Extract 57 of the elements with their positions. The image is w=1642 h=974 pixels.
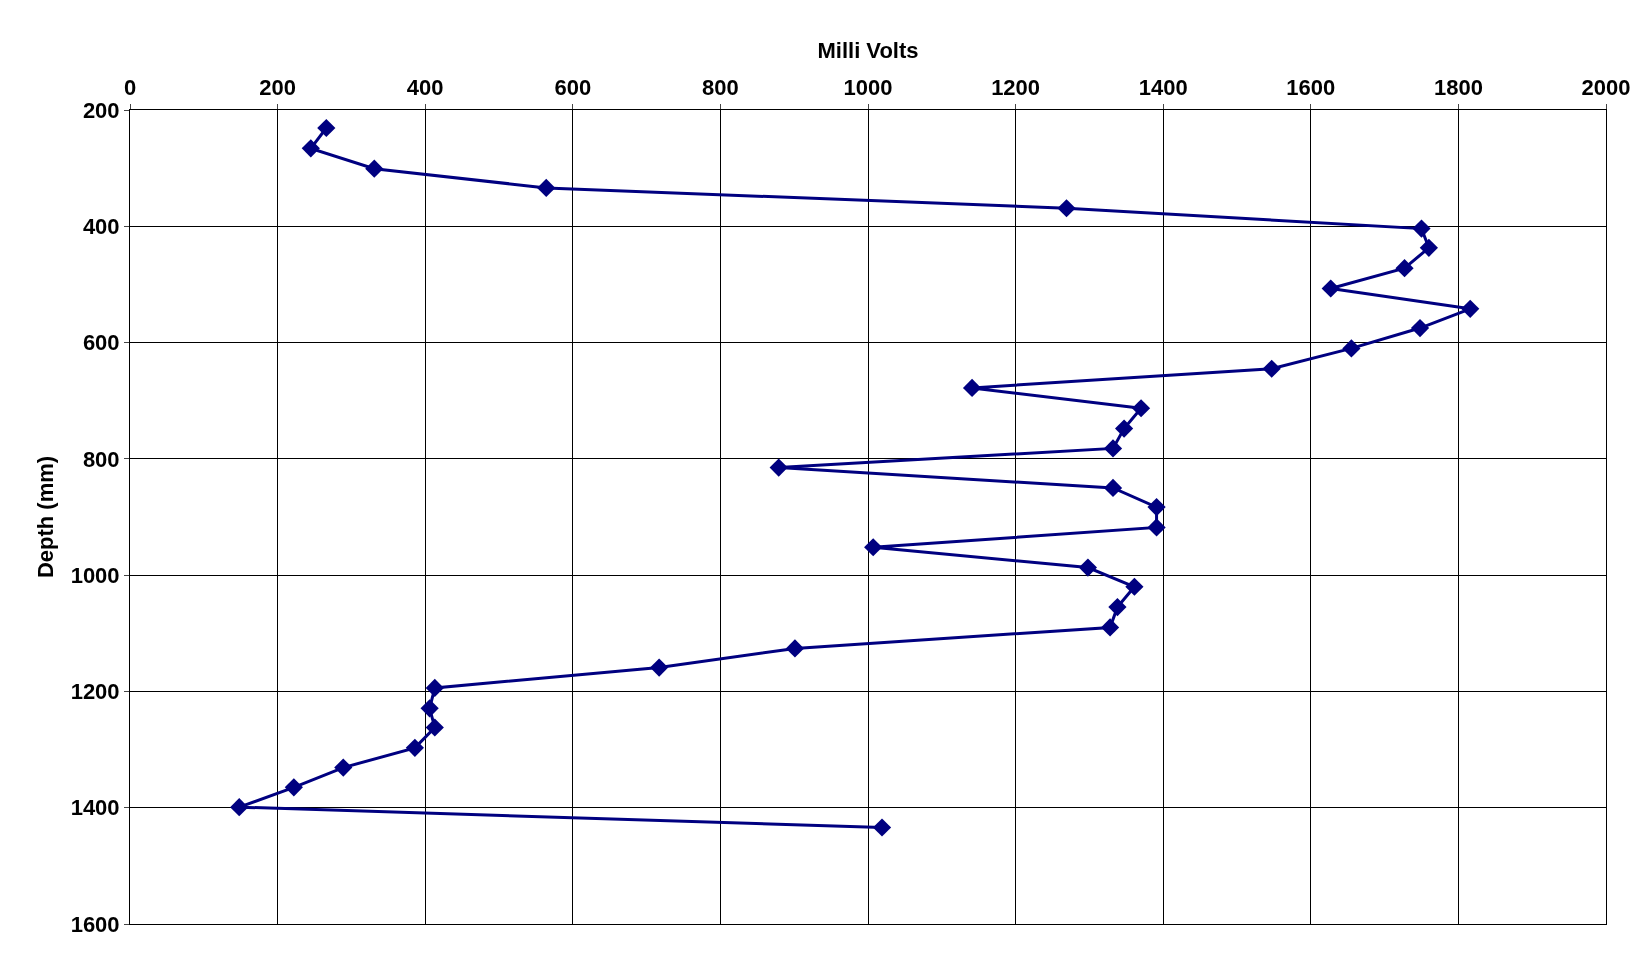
point bbox=[230, 798, 249, 817]
x-tick-label: 0 bbox=[123, 75, 137, 101]
point bbox=[1147, 518, 1166, 537]
point bbox=[1103, 478, 1123, 498]
point bbox=[334, 758, 353, 777]
point bbox=[872, 818, 892, 837]
point bbox=[1412, 219, 1431, 238]
y-tick-label: 1200 bbox=[70, 679, 120, 705]
point bbox=[301, 139, 320, 158]
point bbox=[1057, 199, 1076, 218]
point bbox=[1395, 259, 1414, 278]
x-tick-label: 1600 bbox=[1286, 75, 1336, 101]
point bbox=[769, 458, 788, 477]
point bbox=[1262, 359, 1281, 378]
y-tick-label: 1400 bbox=[70, 795, 120, 821]
point bbox=[1114, 419, 1134, 438]
y-axis-title: Depth (mm) bbox=[33, 455, 59, 579]
x-tick-label: 200 bbox=[259, 75, 296, 101]
point bbox=[1321, 279, 1340, 298]
point bbox=[405, 738, 424, 757]
point bbox=[1078, 558, 1098, 577]
point bbox=[1147, 498, 1166, 517]
point bbox=[1461, 299, 1480, 318]
point bbox=[1108, 598, 1127, 617]
x-tick-label: 2000 bbox=[1581, 75, 1631, 101]
point bbox=[650, 658, 669, 677]
point bbox=[1100, 618, 1120, 637]
point bbox=[1131, 399, 1151, 418]
y-tick-label: 800 bbox=[82, 446, 120, 472]
point bbox=[1410, 318, 1430, 338]
y-tick-label: 1000 bbox=[70, 562, 120, 588]
y-tick-label: 1600 bbox=[70, 911, 120, 937]
point bbox=[537, 178, 556, 198]
point bbox=[1419, 238, 1438, 257]
x-tick-label: 1200 bbox=[991, 75, 1041, 101]
point bbox=[1125, 577, 1144, 596]
point bbox=[1342, 339, 1361, 358]
x-tick-label: 1000 bbox=[843, 75, 893, 101]
x-tick-label: 400 bbox=[406, 75, 444, 101]
point bbox=[365, 159, 384, 178]
point bbox=[864, 538, 883, 557]
point bbox=[420, 699, 439, 718]
point bbox=[962, 378, 982, 398]
point bbox=[1103, 439, 1123, 458]
point bbox=[425, 678, 444, 698]
x-tick-label: 600 bbox=[554, 75, 592, 101]
x-tick-label: 1800 bbox=[1433, 75, 1483, 101]
y-tick-label: 400 bbox=[82, 213, 120, 239]
x-axis-title: Milli Volts bbox=[817, 38, 919, 63]
x-tick-label: 1400 bbox=[1138, 75, 1188, 101]
y-tick-label: 600 bbox=[82, 330, 120, 356]
point bbox=[425, 718, 444, 737]
point bbox=[785, 639, 805, 658]
point bbox=[317, 118, 336, 138]
point bbox=[284, 778, 303, 797]
x-tick-label: 800 bbox=[702, 75, 739, 101]
y-tick-label: 200 bbox=[82, 97, 120, 123]
